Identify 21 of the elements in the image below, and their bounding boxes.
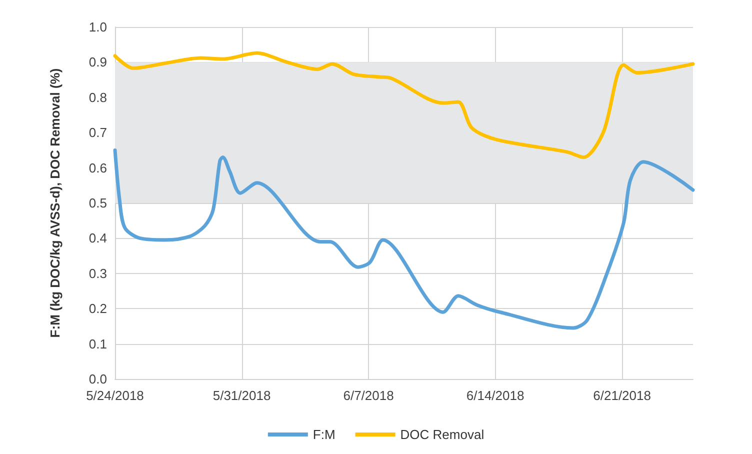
legend-label: F:M (312, 427, 336, 442)
y-tick-label: 0.3 (88, 266, 107, 281)
y-tick-label: 0.1 (88, 336, 107, 352)
line-series (113, 148, 695, 330)
line-series (113, 51, 695, 159)
x-tick-label: 6/21/2018 (593, 388, 651, 403)
x-tick-label: 6/7/2018 (343, 388, 394, 403)
x-tick-label: 6/14/2018 (466, 388, 524, 403)
y-tick-label: 0.9 (88, 54, 107, 70)
y-tick-label: 0.2 (88, 301, 107, 316)
y-tick-label: 0.8 (88, 90, 107, 105)
y-tick-label: 0.6 (88, 160, 107, 176)
y-tick-label: 1.0 (88, 20, 107, 34)
y-tick-label: 0.7 (88, 125, 107, 140)
y-tick-label: 0.0 (88, 372, 107, 386)
y-tick-label: 0.4 (88, 230, 107, 246)
x-tick-label: 5/31/2018 (212, 388, 271, 403)
legend-label: DOC Removal (400, 427, 484, 442)
x-tick-label: 5/24/2018 (86, 388, 144, 403)
y-axis-title: F:M (kg DOC/kg AVSS-d), DOC Removal (%) (48, 68, 62, 338)
y-tick-label: 0.5 (88, 196, 107, 210)
